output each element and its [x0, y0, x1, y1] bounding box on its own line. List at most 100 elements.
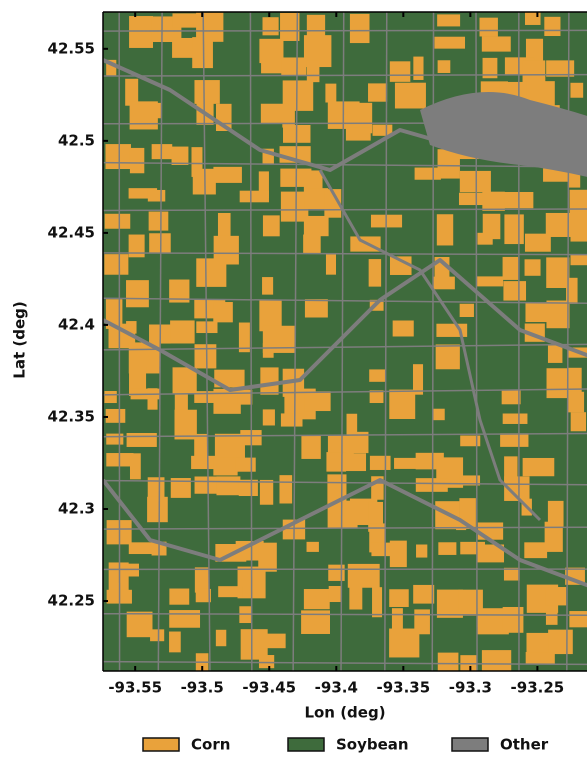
field: [169, 610, 200, 628]
field: [109, 562, 129, 591]
field: [127, 612, 153, 638]
field: [303, 235, 321, 254]
field: [524, 542, 547, 558]
field: [305, 299, 328, 317]
field: [480, 18, 498, 37]
field: [570, 254, 587, 265]
field: [525, 302, 549, 322]
field: [169, 589, 189, 605]
field: [147, 497, 168, 522]
field: [263, 17, 279, 35]
field: [148, 190, 165, 202]
field: [106, 409, 126, 423]
field: [172, 38, 194, 58]
field: [571, 412, 586, 431]
field: [346, 453, 366, 471]
field: [304, 391, 330, 411]
field: [369, 369, 385, 381]
field: [329, 586, 341, 602]
map-area: [103, 12, 587, 682]
field: [546, 611, 558, 625]
field: [525, 259, 541, 275]
field: [260, 367, 278, 394]
legend-label: Other: [500, 736, 549, 754]
field: [172, 147, 189, 165]
legend-swatch: [288, 738, 324, 751]
field: [477, 233, 492, 245]
field: [390, 61, 411, 82]
field: [149, 212, 169, 231]
y-tick-label: 42.5: [58, 131, 95, 149]
field: [478, 522, 503, 539]
field: [526, 652, 555, 664]
y-tick-label: 42.35: [48, 407, 95, 425]
field: [259, 634, 285, 649]
field: [545, 522, 563, 552]
field: [262, 277, 273, 295]
x-tick-label: -93.5: [181, 679, 224, 697]
field: [304, 216, 329, 236]
field: [434, 37, 465, 49]
field: [260, 480, 273, 505]
field: [196, 258, 226, 287]
field: [370, 456, 391, 470]
field: [546, 301, 569, 329]
y-tick-label: 42.55: [48, 39, 95, 57]
x-tick-label: -93.3: [449, 679, 492, 697]
field: [438, 60, 451, 73]
field: [129, 16, 153, 48]
field: [348, 564, 380, 588]
field: [263, 409, 275, 425]
field: [525, 234, 551, 252]
field: [194, 80, 219, 104]
field: [150, 629, 164, 641]
y-tick-label: 42.3: [58, 500, 95, 518]
field: [195, 476, 220, 493]
field: [194, 434, 207, 457]
field: [502, 390, 521, 404]
field: [173, 367, 197, 394]
field: [127, 433, 157, 447]
field: [129, 542, 153, 554]
field: [169, 632, 181, 653]
field: [104, 254, 128, 275]
field: [213, 167, 242, 183]
field: [389, 589, 409, 607]
field: [482, 36, 511, 51]
field: [213, 302, 233, 322]
x-tick-label: -93.35: [376, 679, 430, 697]
field: [503, 281, 526, 300]
x-tick-label: -93.45: [242, 679, 296, 697]
field: [372, 587, 382, 617]
field: [237, 390, 252, 405]
field: [482, 650, 511, 680]
field: [326, 254, 336, 274]
field: [500, 433, 528, 447]
field: [369, 259, 381, 287]
field: [235, 458, 256, 472]
field: [105, 144, 131, 169]
field: [259, 655, 274, 668]
field: [325, 84, 336, 103]
field: [174, 410, 196, 440]
field: [416, 478, 448, 492]
field: [433, 277, 455, 290]
field: [307, 542, 319, 552]
field: [281, 57, 306, 75]
field: [172, 13, 199, 27]
field: [569, 611, 587, 627]
field: [413, 57, 423, 80]
road: [103, 30, 587, 31]
field: [326, 452, 346, 472]
field: [349, 586, 362, 609]
field: [546, 257, 569, 288]
y-tick-label: 42.25: [48, 592, 95, 610]
field: [148, 388, 158, 409]
field: [438, 542, 456, 555]
field: [218, 213, 231, 238]
field: [567, 392, 584, 413]
field: [192, 37, 213, 68]
field: [261, 59, 284, 74]
field: [437, 214, 453, 245]
field: [477, 276, 503, 286]
